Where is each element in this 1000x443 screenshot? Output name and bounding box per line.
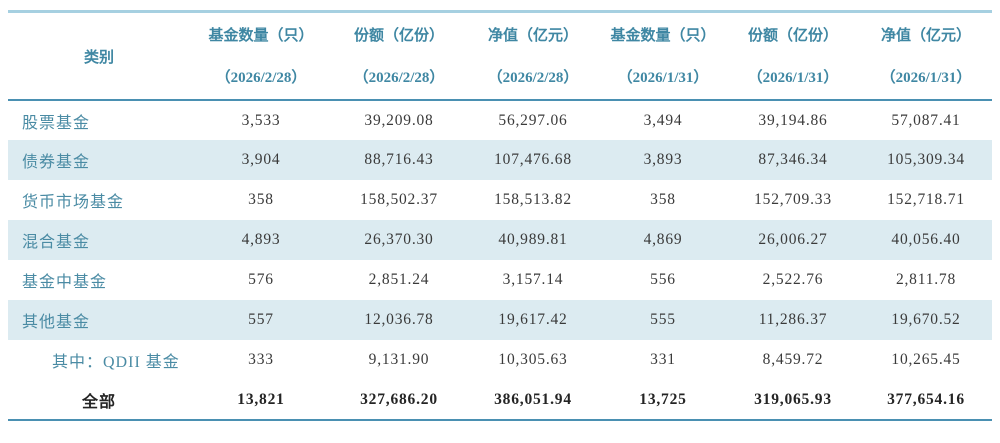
cell: 26,370.30 <box>364 231 434 248</box>
cell: 331 <box>650 351 676 368</box>
cell: 152,718.71 <box>887 191 965 208</box>
cell: 3,893 <box>643 151 683 168</box>
table-row-mixed-funds: 混合基金 4,893 26,370.30 40,989.81 4,869 26,… <box>8 220 992 260</box>
cell: 358 <box>248 191 274 208</box>
table-body: 股票基金 3,533 39,209.08 56,297.06 3,494 39,… <box>8 100 992 420</box>
cell: 57,087.41 <box>891 111 961 129</box>
column-header-shares-feb: 份额（亿份） （2026/2/28） <box>332 13 466 101</box>
top-divider-line <box>8 10 992 13</box>
row-category: 基金中基金 <box>22 274 108 291</box>
fund-statistics-table: 类别 基金数量（只） （2026/2/28） 份额（亿份） （2026/2/28… <box>8 13 992 421</box>
column-header-nav-jan: 净值（亿元） （2026/1/31） <box>860 13 992 101</box>
cell: 327,686.20 <box>360 390 438 408</box>
cell: 386,051.94 <box>494 390 572 408</box>
table-row-other-funds: 其他基金 557 12,036.78 19,617.42 555 11,286.… <box>8 300 992 340</box>
cell: 556 <box>650 271 676 288</box>
table-row-qdii-funds: 其中：QDII 基金 333 9,131.90 10,305.63 331 8,… <box>8 340 992 380</box>
cell: 2,811.78 <box>895 271 957 288</box>
cell: 12,036.78 <box>364 311 434 328</box>
column-date: （2026/1/31） <box>880 70 972 86</box>
cell: 555 <box>650 311 676 328</box>
row-category: 混合基金 <box>22 234 91 251</box>
cell: 3,494 <box>643 111 683 129</box>
column-header-nav-feb: 净值（亿元） （2026/2/28） <box>466 13 600 101</box>
cell: 56,297.06 <box>498 111 568 129</box>
cell: 576 <box>248 271 274 288</box>
column-title: 基金数量（只） <box>208 28 314 44</box>
cell: 10,265.45 <box>891 351 961 368</box>
cell: 87,346.34 <box>758 151 828 168</box>
table-header: 类别 基金数量（只） （2026/2/28） 份额（亿份） （2026/2/28… <box>8 13 992 101</box>
cell: 13,725 <box>639 390 687 408</box>
column-date: （2026/1/31） <box>617 70 709 86</box>
category-header-label: 类别 <box>83 49 114 66</box>
column-title: 基金数量（只） <box>610 28 716 44</box>
cell: 3,533 <box>241 111 281 129</box>
cell: 4,869 <box>643 231 683 248</box>
column-header-fund-count-jan: 基金数量（只） （2026/1/31） <box>600 13 726 101</box>
row-category: 债券基金 <box>22 154 91 171</box>
column-header-category: 类别 <box>8 13 190 101</box>
column-title: 净值（亿元） <box>880 28 971 44</box>
row-category: 货币市场基金 <box>22 194 125 211</box>
cell: 107,476.68 <box>494 151 572 168</box>
column-date: （2026/2/28） <box>487 70 579 86</box>
cell: 88,716.43 <box>364 151 434 168</box>
cell: 2,522.76 <box>762 271 824 288</box>
table-container: 类别 基金数量（只） （2026/2/28） 份额（亿份） （2026/2/28… <box>8 10 992 421</box>
table-row-stock-funds: 股票基金 3,533 39,209.08 56,297.06 3,494 39,… <box>8 100 992 140</box>
cell: 10,305.63 <box>498 351 568 368</box>
row-category: 其他基金 <box>22 314 91 331</box>
cell: 39,194.86 <box>758 111 828 129</box>
cell: 13,821 <box>237 390 285 408</box>
cell: 333 <box>248 351 274 368</box>
cell: 3,904 <box>241 151 281 168</box>
cell: 19,617.42 <box>498 311 568 328</box>
column-date: （2026/1/31） <box>747 70 839 86</box>
cell: 26,006.27 <box>758 231 828 248</box>
cell: 19,670.52 <box>891 311 961 328</box>
cell: 40,056.40 <box>891 231 961 248</box>
row-category: 股票基金 <box>22 114 91 132</box>
cell: 11,286.37 <box>758 311 828 328</box>
column-date: （2026/2/28） <box>353 70 445 86</box>
table-row-bond-funds: 债券基金 3,904 88,716.43 107,476.68 3,893 87… <box>8 140 992 180</box>
cell: 358 <box>650 191 676 208</box>
cell: 3,157.14 <box>502 271 564 288</box>
row-category: 全部 <box>81 393 116 411</box>
column-title: 份额（亿份） <box>747 28 838 44</box>
cell: 2,851.24 <box>368 271 430 288</box>
table-row-fund-of-funds: 基金中基金 576 2,851.24 3,157.14 556 2,522.76… <box>8 260 992 300</box>
cell: 158,502.37 <box>360 191 438 208</box>
column-title: 份额（亿份） <box>353 28 444 44</box>
table-row-money-market-funds: 货币市场基金 358 158,502.37 158,513.82 358 152… <box>8 180 992 220</box>
cell: 152,709.33 <box>754 191 832 208</box>
cell: 39,209.08 <box>364 111 434 129</box>
cell: 377,654.16 <box>887 390 965 408</box>
cell: 557 <box>248 311 274 328</box>
column-header-shares-jan: 份额（亿份） （2026/1/31） <box>726 13 860 101</box>
cell: 4,893 <box>241 231 281 248</box>
cell: 40,989.81 <box>498 231 568 248</box>
row-category: 其中：QDII 基金 <box>52 354 180 371</box>
cell: 158,513.82 <box>494 191 572 208</box>
cell: 319,065.93 <box>754 390 832 408</box>
column-date: （2026/2/28） <box>215 70 307 86</box>
cell: 9,131.90 <box>368 351 430 368</box>
cell: 105,309.34 <box>887 151 965 168</box>
cell: 8,459.72 <box>762 351 824 368</box>
table-row-total: 全部 13,821 327,686.20 386,051.94 13,725 3… <box>8 380 992 420</box>
column-title: 净值（亿元） <box>487 28 578 44</box>
column-header-fund-count-feb: 基金数量（只） （2026/2/28） <box>190 13 332 101</box>
header-row: 类别 基金数量（只） （2026/2/28） 份额（亿份） （2026/2/28… <box>8 13 992 101</box>
